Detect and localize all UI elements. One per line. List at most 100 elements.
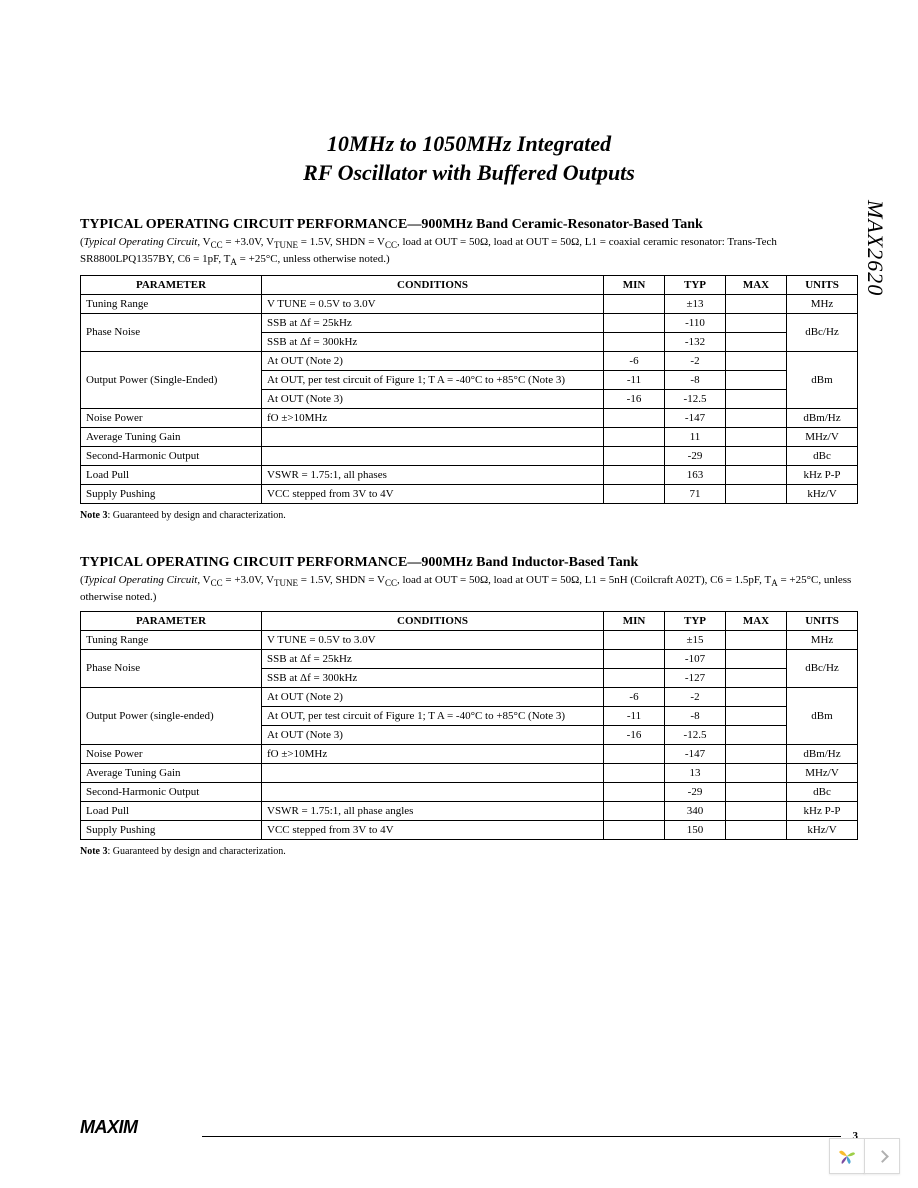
spec-table-2: PARAMETER CONDITIONS MIN TYP MAX UNITS T… [80, 611, 858, 840]
cell-max [726, 668, 787, 687]
cell-parameter: Output Power (single-ended) [81, 687, 262, 744]
cell-typ: -8 [665, 370, 726, 389]
cell-typ: -110 [665, 313, 726, 332]
cell-max [726, 427, 787, 446]
section1-conditions: (Typical Operating Circuit, VCC = +3.0V,… [80, 235, 858, 269]
cell-typ: -12.5 [665, 389, 726, 408]
cell-max [726, 446, 787, 465]
cell-parameter: Phase Noise [81, 649, 262, 687]
cell-parameter: Average Tuning Gain [81, 763, 262, 782]
cell-max [726, 408, 787, 427]
cell-max [726, 370, 787, 389]
th-conditions: CONDITIONS [262, 275, 604, 294]
cell-min [604, 820, 665, 839]
title-line1: 10MHz to 1050MHz Integrated [80, 130, 858, 159]
cell-min: -6 [604, 351, 665, 370]
cell-conditions: fO ±>10MHz [262, 408, 604, 427]
table-row: Noise PowerfO ±>10MHz-147dBm/Hz [81, 408, 858, 427]
th-max: MAX [726, 611, 787, 630]
cell-min [604, 763, 665, 782]
cell-typ: -107 [665, 649, 726, 668]
footer-rule [202, 1136, 841, 1137]
cell-units: dBc [787, 782, 858, 801]
cell-min: -16 [604, 389, 665, 408]
cell-max [726, 332, 787, 351]
cell-min [604, 782, 665, 801]
side-part-number: MAX2620 [862, 200, 888, 296]
cell-conditions: At OUT (Note 3) [262, 725, 604, 744]
cell-parameter: Supply Pushing [81, 484, 262, 503]
cell-max [726, 294, 787, 313]
table-row: Phase NoiseSSB at Δf = 25kHz-107dBc/Hz [81, 649, 858, 668]
table-row: Supply PushingVCC stepped from 3V to 4V 7… [81, 484, 858, 503]
cell-units: kHz P-P [787, 801, 858, 820]
cell-max [726, 351, 787, 370]
cell-max [726, 763, 787, 782]
cell-parameter: Supply Pushing [81, 820, 262, 839]
cell-parameter: Phase Noise [81, 313, 262, 351]
page-footer: MAXIM 3 [80, 1117, 858, 1142]
th-typ: TYP [665, 275, 726, 294]
cell-units: kHz P-P [787, 465, 858, 484]
cell-typ: 13 [665, 763, 726, 782]
th-typ: TYP [665, 611, 726, 630]
cell-conditions: SSB at Δf = 300kHz [262, 668, 604, 687]
cell-conditions: At OUT (Note 2) [262, 351, 604, 370]
cell-min: -11 [604, 706, 665, 725]
cell-typ: 163 [665, 465, 726, 484]
cell-max [726, 484, 787, 503]
cell-units: dBm/Hz [787, 408, 858, 427]
cell-units: dBm/Hz [787, 744, 858, 763]
nav-next-button[interactable] [864, 1138, 900, 1174]
cell-min [604, 630, 665, 649]
th-parameter: PARAMETER [81, 611, 262, 630]
cell-min [604, 649, 665, 668]
cell-conditions: V TUNE = 0.5V to 3.0V [262, 294, 604, 313]
cell-conditions: VCC stepped from 3V to 4V [262, 484, 604, 503]
table-row: Tuning RangeV TUNE = 0.5V to 3.0V±15MHz [81, 630, 858, 649]
cell-parameter: Tuning Range [81, 294, 262, 313]
th-max: MAX [726, 275, 787, 294]
cell-units: MHz [787, 630, 858, 649]
cell-typ: ±15 [665, 630, 726, 649]
cell-parameter: Second-Harmonic Output [81, 446, 262, 465]
svg-text:MAXIM: MAXIM [80, 1117, 139, 1137]
cell-parameter: Load Pull [81, 465, 262, 484]
table-row: Output Power (single-ended)At OUT (Note … [81, 687, 858, 706]
cell-conditions [262, 427, 604, 446]
cell-units: dBm [787, 351, 858, 408]
cell-parameter: Noise Power [81, 744, 262, 763]
cell-min [604, 465, 665, 484]
cell-conditions [262, 763, 604, 782]
cell-typ: -132 [665, 332, 726, 351]
cell-max [726, 465, 787, 484]
cell-typ: 150 [665, 820, 726, 839]
cell-typ: -29 [665, 446, 726, 465]
cell-units: dBm [787, 687, 858, 744]
table-row: Output Power (Single-Ended)At OUT (Note … [81, 351, 858, 370]
cell-typ: 71 [665, 484, 726, 503]
nav-logo-button[interactable] [829, 1138, 865, 1174]
cell-max [726, 744, 787, 763]
th-units: UNITS [787, 611, 858, 630]
cell-min: -16 [604, 725, 665, 744]
cell-min [604, 332, 665, 351]
table-row: Second-Harmonic Output -29 dBc [81, 446, 858, 465]
cell-min [604, 801, 665, 820]
chevron-right-icon [876, 1150, 889, 1163]
cell-conditions: SSB at Δf = 300kHz [262, 332, 604, 351]
th-min: MIN [604, 611, 665, 630]
cell-parameter: Average Tuning Gain [81, 427, 262, 446]
cell-conditions: SSB at Δf = 25kHz [262, 649, 604, 668]
cell-units: dBc [787, 446, 858, 465]
cell-parameter: Load Pull [81, 801, 262, 820]
cell-parameter: Second-Harmonic Output [81, 782, 262, 801]
cell-typ: -147 [665, 408, 726, 427]
cell-min [604, 427, 665, 446]
cell-max [726, 313, 787, 332]
cell-max [726, 389, 787, 408]
cell-min [604, 744, 665, 763]
th-parameter: PARAMETER [81, 275, 262, 294]
cell-typ: -29 [665, 782, 726, 801]
cell-typ: ±13 [665, 294, 726, 313]
